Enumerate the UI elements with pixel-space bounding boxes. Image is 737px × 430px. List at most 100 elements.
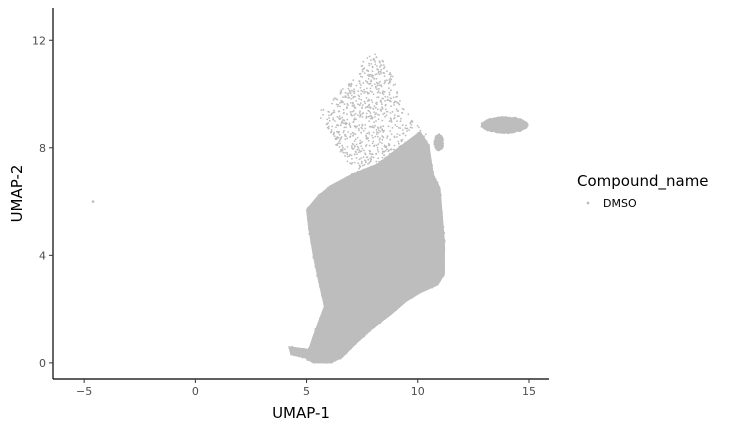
scatter-point [426, 154, 429, 157]
scatter-point [363, 195, 366, 198]
scatter-point [438, 232, 441, 235]
scatter-point [289, 346, 292, 349]
scatter-point [351, 326, 354, 329]
scatter-point [436, 283, 439, 286]
scatter-point [363, 276, 366, 279]
scatter-point [375, 233, 379, 236]
scatter-point [320, 267, 323, 270]
scatter-point [437, 220, 440, 223]
scatter-point [412, 200, 415, 203]
scatter-point [387, 276, 391, 279]
scatter-point [379, 289, 382, 292]
scatter-point [401, 162, 404, 165]
scatter-point [350, 225, 353, 228]
scatter-point [314, 333, 318, 336]
scatter-point [331, 346, 334, 349]
scatter-point [355, 231, 358, 234]
scatter-point [367, 266, 370, 269]
scatter-point [422, 257, 425, 260]
scatter-point [414, 233, 417, 236]
scatter-point [334, 221, 337, 224]
scatter-point [412, 288, 415, 291]
scatter-point [359, 275, 362, 278]
scatter-point [404, 297, 407, 300]
scatter-point [331, 198, 334, 201]
scatter-point [311, 214, 314, 217]
scatter-point [359, 245, 362, 248]
scatter-point [307, 216, 310, 219]
scatter-point [317, 249, 320, 253]
scatter-point [396, 195, 400, 199]
scatter-point [364, 285, 367, 288]
scatter-point [431, 286, 434, 289]
scatter-point [324, 342, 328, 345]
scatter-point [326, 336, 329, 339]
scatter-point [308, 213, 311, 216]
scatter-point [384, 286, 387, 289]
scatter-point [434, 251, 437, 254]
scatter-point [353, 172, 356, 175]
scatter-point [403, 171, 406, 174]
scatter-point [326, 222, 330, 225]
scatter-point [378, 162, 381, 165]
scatter-point [322, 281, 325, 284]
scatter-point [388, 249, 391, 252]
scatter-point [333, 204, 337, 208]
scatter-point [366, 315, 369, 318]
scatter-point [328, 255, 331, 258]
scatter-point [346, 303, 349, 306]
scatter-point [385, 271, 389, 274]
scatter-point [376, 268, 379, 271]
scatter-point [399, 200, 403, 203]
scatter-point [373, 298, 376, 301]
scatter-point [367, 207, 370, 211]
scatter-point [365, 307, 368, 310]
scatter-point [326, 348, 329, 351]
scatter-point [351, 262, 354, 265]
scatter-point [362, 279, 365, 282]
scatter-point [328, 189, 331, 192]
scatter-point [358, 192, 361, 195]
scatter-point [410, 259, 413, 262]
scatter-point [390, 224, 393, 227]
scatter-point [374, 256, 377, 259]
scatter-point [361, 203, 365, 206]
scatter-point [368, 246, 371, 249]
scatter-point [437, 228, 440, 231]
scatter-point [392, 303, 395, 306]
scatter-point [363, 311, 366, 314]
scatter-point [321, 294, 324, 297]
scatter-point [382, 262, 385, 266]
scatter-point [361, 277, 364, 280]
scatter-point [365, 226, 368, 229]
scatter-point [406, 238, 409, 241]
scatter-point [369, 240, 372, 243]
scatter-point [324, 213, 327, 216]
scatter-point [431, 180, 434, 183]
scatter-point [316, 244, 319, 248]
scatter-point [395, 269, 398, 272]
scatter-point [309, 211, 312, 214]
scatter-point [365, 217, 368, 220]
scatter-point [343, 336, 346, 339]
scatter-point [382, 298, 386, 301]
scatter-point [387, 155, 391, 158]
scatter-point [423, 174, 426, 177]
scatter-point [344, 230, 347, 233]
scatter-point [411, 163, 414, 166]
scatter-point [417, 215, 420, 218]
scatter-point [369, 297, 372, 300]
scatter-point [396, 208, 399, 211]
scatter-point [432, 284, 435, 287]
scatter-point [433, 202, 436, 205]
scatter-point [364, 294, 367, 297]
scatter-point [435, 189, 438, 192]
scatter-point [394, 299, 397, 302]
scatter-point [401, 295, 404, 298]
scatter-point [382, 235, 385, 238]
scatter-point [427, 144, 430, 147]
scatter-point [361, 304, 364, 307]
scatter-point [437, 277, 440, 280]
scatter-point [299, 351, 302, 354]
scatter-point [438, 219, 442, 222]
